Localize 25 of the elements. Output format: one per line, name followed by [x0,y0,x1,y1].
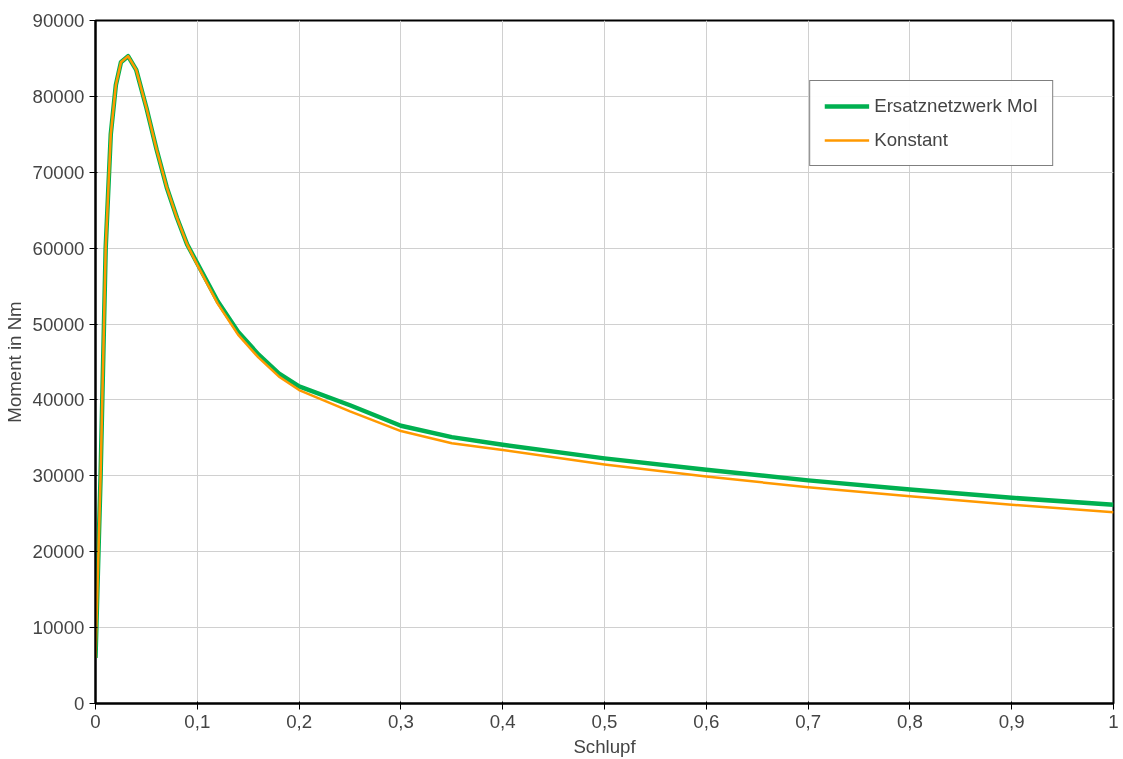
y-tick-label: 80000 [32,85,85,107]
y-tick-label: 30000 [32,465,85,487]
x-tick-label: 0,1 [184,710,211,732]
x-tick-label: 0,8 [896,710,923,732]
legend-label: Ersatznetzwerk MoI [874,95,1038,117]
x-tick-label: 0,4 [489,710,516,732]
x-tick-label: 1 [1108,710,1119,732]
x-axis-title: Schlupf [573,735,637,757]
y-tick-label: 0 [74,693,85,714]
x-tick-label: 0 [90,710,101,732]
y-axis-title: Moment in Nm [3,301,25,423]
y-tick-label: 90000 [32,10,85,31]
x-tick-label: 0,6 [693,710,720,732]
x-tick-label: 0,5 [591,710,618,732]
x-tick-label: 0,2 [286,710,313,732]
x-tick-label: 0,9 [998,710,1025,732]
y-tick-label: 20000 [32,541,85,563]
legend-label: Konstant [874,129,948,151]
y-tick-label: 10000 [32,617,85,639]
x-tick-label: 0,3 [387,710,414,732]
y-tick-label: 70000 [32,161,85,183]
y-tick-label: 40000 [32,389,85,411]
y-tick-label: 60000 [32,237,85,259]
y-tick-label: 50000 [32,313,85,335]
x-tick-label: 0,7 [795,710,822,732]
